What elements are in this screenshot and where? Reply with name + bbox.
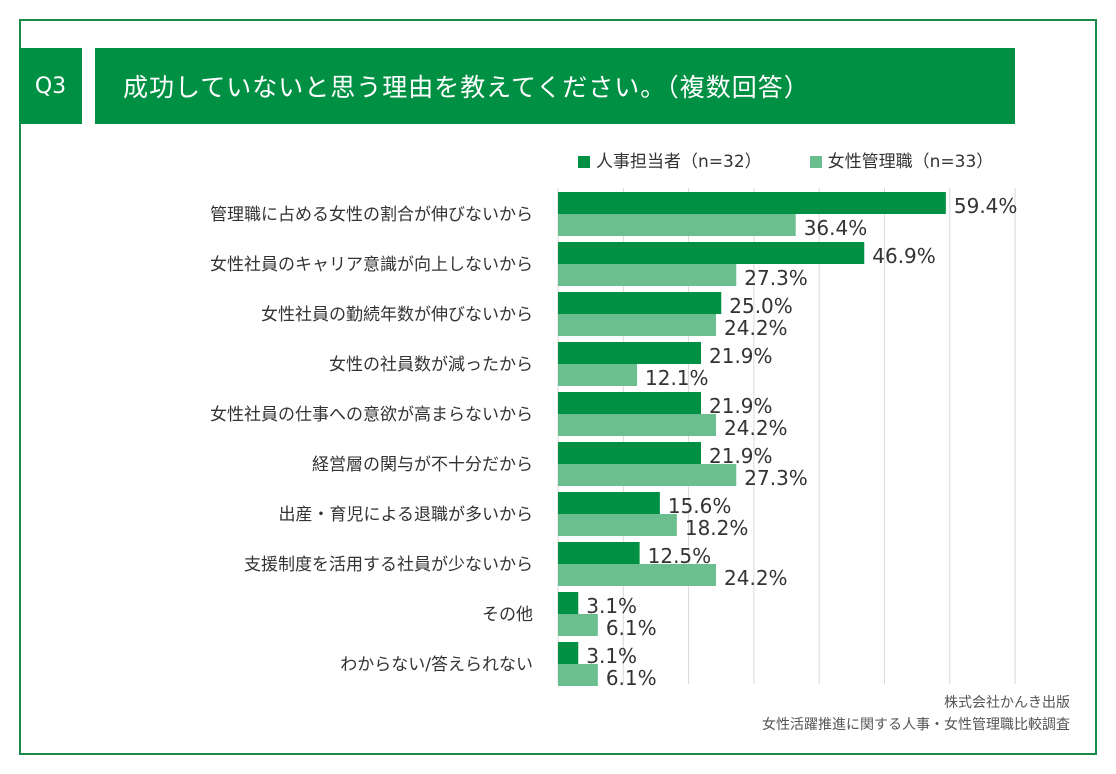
category-label: わからない/答えられない: [340, 655, 533, 675]
bar: [558, 364, 638, 386]
data-label: 6.1%: [606, 666, 657, 690]
question-number: Q3: [19, 48, 82, 124]
data-label: 18.2%: [685, 516, 749, 540]
legend-label: 人事担当者（n=32）: [596, 152, 762, 172]
bar: [558, 264, 737, 286]
page-title: 成功していないと思う理由を教えてください。（複数回答）: [95, 48, 1015, 124]
category-label: 女性社員の仕事への意欲が高まらないから: [210, 405, 533, 425]
bar: [558, 392, 702, 414]
category-label: 支援制度を活用する社員が少ないから: [244, 555, 533, 575]
data-label: 25.0%: [729, 294, 793, 318]
bar: [558, 564, 717, 586]
category-label: 出産・育児による退職が多いから: [279, 505, 534, 525]
data-label: 24.2%: [724, 416, 788, 440]
data-label: 36.4%: [804, 216, 868, 240]
legend-swatch: [809, 156, 822, 168]
legend-label: 女性管理職（n=33）: [827, 152, 994, 172]
bar: [558, 442, 702, 464]
data-label: 24.2%: [724, 316, 788, 340]
source-company: 株式会社かんき出版: [944, 695, 1070, 711]
bar: [558, 342, 702, 364]
bar: [558, 614, 598, 636]
category-label: 経営層の関与が不十分だから: [312, 455, 533, 475]
bar: [558, 492, 660, 514]
category-label: 女性社員の勤続年数が伸びないから: [261, 305, 533, 325]
data-label: 59.4%: [954, 194, 1018, 218]
data-label: 27.3%: [744, 266, 808, 290]
bar: [558, 592, 579, 614]
bar: [558, 642, 579, 664]
data-label: 12.1%: [645, 366, 709, 390]
bar: [558, 414, 717, 436]
category-label: 女性社員のキャリア意識が向上しないから: [210, 255, 533, 275]
data-label: 46.9%: [872, 244, 936, 268]
data-label: 27.3%: [744, 466, 808, 490]
data-label: 6.1%: [606, 616, 657, 640]
legend-item-female-managers: 女性管理職（n=33）: [809, 147, 994, 172]
legend-swatch: [578, 156, 590, 168]
bar: [558, 542, 640, 564]
data-label: 24.2%: [724, 566, 788, 590]
data-label: 15.6%: [668, 494, 732, 518]
bar: [558, 292, 722, 314]
category-label: その他: [482, 605, 533, 625]
bar: [558, 664, 598, 686]
bar: [558, 214, 796, 236]
data-label: 21.9%: [709, 394, 773, 418]
data-label: 21.9%: [709, 344, 773, 368]
category-label: 管理職に占める女性の割合が伸びないから: [210, 205, 533, 225]
bar: [558, 192, 946, 214]
legend-item-hr: 人事担当者（n=32）: [578, 147, 762, 172]
bar: [558, 514, 677, 536]
chart-frame: [19, 19, 1097, 755]
bar: [558, 464, 737, 486]
bar: [558, 314, 717, 336]
category-label: 女性の社員数が減ったから: [329, 355, 533, 375]
legend: 人事担当者（n=32） 女性管理職（n=33）: [578, 147, 993, 172]
source-survey: 女性活躍推進に関する人事・女性管理職比較調査: [762, 717, 1070, 733]
bar: [558, 242, 865, 264]
